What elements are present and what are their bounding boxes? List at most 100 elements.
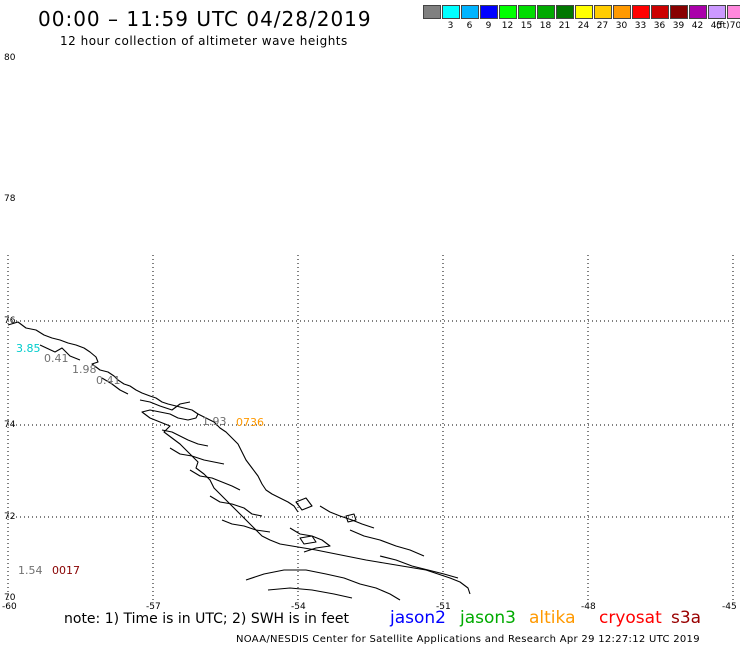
- fjord-6: [189, 469, 241, 491]
- scale-tick-label: 42: [691, 21, 704, 31]
- scale-swatch: [726, 5, 740, 19]
- scale-bin: 9: [479, 5, 498, 32]
- scale-bin: 70: [726, 5, 740, 32]
- satellite-label-altika: altika: [529, 608, 576, 628]
- observation-label: 3.85: [16, 342, 41, 355]
- page-title: 00:00 – 11:59 UTC 04/28/2019: [38, 7, 372, 31]
- scale-tick-label: 24: [577, 21, 590, 31]
- altimeter-observations: 3.85 0.41 1.98 0.41 1.93 0736 1.54 0017: [16, 342, 264, 577]
- scale-bin: 6: [460, 5, 479, 32]
- lon-label-51: -51: [436, 602, 451, 612]
- scale-tick-label: 21: [558, 21, 571, 31]
- footer-note: note: 1) Time is in UTC; 2) SWH is in fe…: [64, 611, 350, 627]
- scale-swatch: [441, 5, 460, 19]
- scale-bin: 33: [631, 5, 650, 32]
- coastline-inner: [197, 413, 299, 513]
- scale-swatch: [479, 5, 498, 19]
- scale-swatch: [593, 5, 612, 19]
- satellite-label-cryosat: cryosat: [599, 608, 662, 628]
- latitude-labels: 80 78 76 74 72 70: [4, 53, 16, 603]
- fjord-13: [245, 569, 401, 601]
- scale-bin: [422, 5, 441, 32]
- fjord-10: [319, 505, 375, 529]
- observation-label: 1.98: [72, 363, 97, 376]
- scale-tick-label: 12: [501, 21, 514, 31]
- scale-tick-label: 39: [672, 21, 685, 31]
- lon-label-60: -60: [2, 602, 17, 612]
- scale-tick-label: 33: [634, 21, 647, 31]
- scale-swatch: [422, 5, 441, 19]
- island-1: [295, 497, 313, 511]
- fjord-8: [221, 519, 271, 533]
- fjord-14: [267, 587, 353, 599]
- scale-bin: 36: [650, 5, 669, 32]
- scale-tick-label: 45: [710, 21, 723, 31]
- scale-swatch: [498, 5, 517, 19]
- scale-bin: 3: [441, 5, 460, 32]
- fjord-2: [101, 377, 129, 395]
- scale-tick-label: 18: [539, 21, 552, 31]
- fjord-1: [39, 344, 81, 361]
- scale-tick-label: 15: [520, 21, 533, 31]
- greenland-coastline: [7, 321, 471, 601]
- satellite-label-jason3: jason3: [460, 608, 516, 628]
- satellite-label-s3a: s3a: [671, 608, 702, 628]
- page-subtitle: 12 hour collection of altimeter wave hei…: [60, 34, 348, 48]
- scale-bin: 24: [574, 5, 593, 32]
- scale-swatch: [555, 5, 574, 19]
- scale-unit-label: (ft): [716, 21, 730, 31]
- fjord-12: [379, 555, 459, 579]
- scale-tick-label: 3: [447, 21, 454, 31]
- scale-bin: 39: [669, 5, 688, 32]
- scale-swatch: [460, 5, 479, 19]
- scale-swatch: [631, 5, 650, 19]
- scale-swatch: [650, 5, 669, 19]
- lon-label-54: -54: [291, 602, 306, 612]
- scale-bin: 12: [498, 5, 517, 32]
- lon-label-57: -57: [146, 602, 161, 612]
- fjord-9: [289, 527, 331, 553]
- scale-swatch: [707, 5, 726, 19]
- scale-tick-label: 70: [729, 21, 740, 31]
- lon-label-45: -45: [722, 602, 737, 612]
- lat-label-72: 72: [4, 512, 15, 522]
- fjord-4: [161, 429, 209, 447]
- observation-time-label: 0017: [52, 564, 80, 577]
- scale-tick-label: 30: [615, 21, 628, 31]
- fjord-5: [169, 447, 225, 465]
- scale-swatch: [612, 5, 631, 19]
- scale-swatch: [517, 5, 536, 19]
- scale-tick-label: 9: [485, 21, 492, 31]
- fjord-7: [209, 495, 263, 517]
- lat-label-74: 74: [4, 420, 16, 430]
- observation-label: 1.93: [202, 415, 227, 428]
- coastline-main: [7, 321, 471, 595]
- color-scale-legend: 3 6 9 12 15 18 21 24 27 30 33 36 39 42 45 70: [422, 5, 740, 32]
- island-2: [345, 513, 357, 523]
- scale-swatch: [536, 5, 555, 19]
- scale-bin: 15: [517, 5, 536, 32]
- lat-label-80: 80: [4, 53, 16, 63]
- observation-time-label: 0736: [236, 416, 264, 429]
- footer-credit: NOAA/NESDIS Center for Satellite Applica…: [236, 634, 700, 645]
- scale-bin: 27: [593, 5, 612, 32]
- scale-bin: 18: [536, 5, 555, 32]
- observation-label: 1.54: [18, 564, 43, 577]
- scale-swatch: [669, 5, 688, 19]
- lat-label-78: 78: [4, 194, 16, 204]
- scale-tick-label: 6: [466, 21, 473, 31]
- lat-label-70: 70: [4, 593, 16, 603]
- scale-bin: 45: [707, 5, 726, 32]
- scale-tick-label: 36: [653, 21, 666, 31]
- island-3: [299, 535, 317, 545]
- fjord-11: [349, 529, 425, 557]
- satellite-label-jason2: jason2: [390, 608, 446, 628]
- scale-swatch: [574, 5, 593, 19]
- scale-bin: 30: [612, 5, 631, 32]
- scale-tick-label: 27: [596, 21, 609, 31]
- scale-bin: 42: [688, 5, 707, 32]
- lon-label-48: -48: [581, 602, 596, 612]
- fjord-3: [139, 399, 191, 411]
- longitude-labels: -60 -57 -54 -51 -48 -45: [2, 602, 737, 612]
